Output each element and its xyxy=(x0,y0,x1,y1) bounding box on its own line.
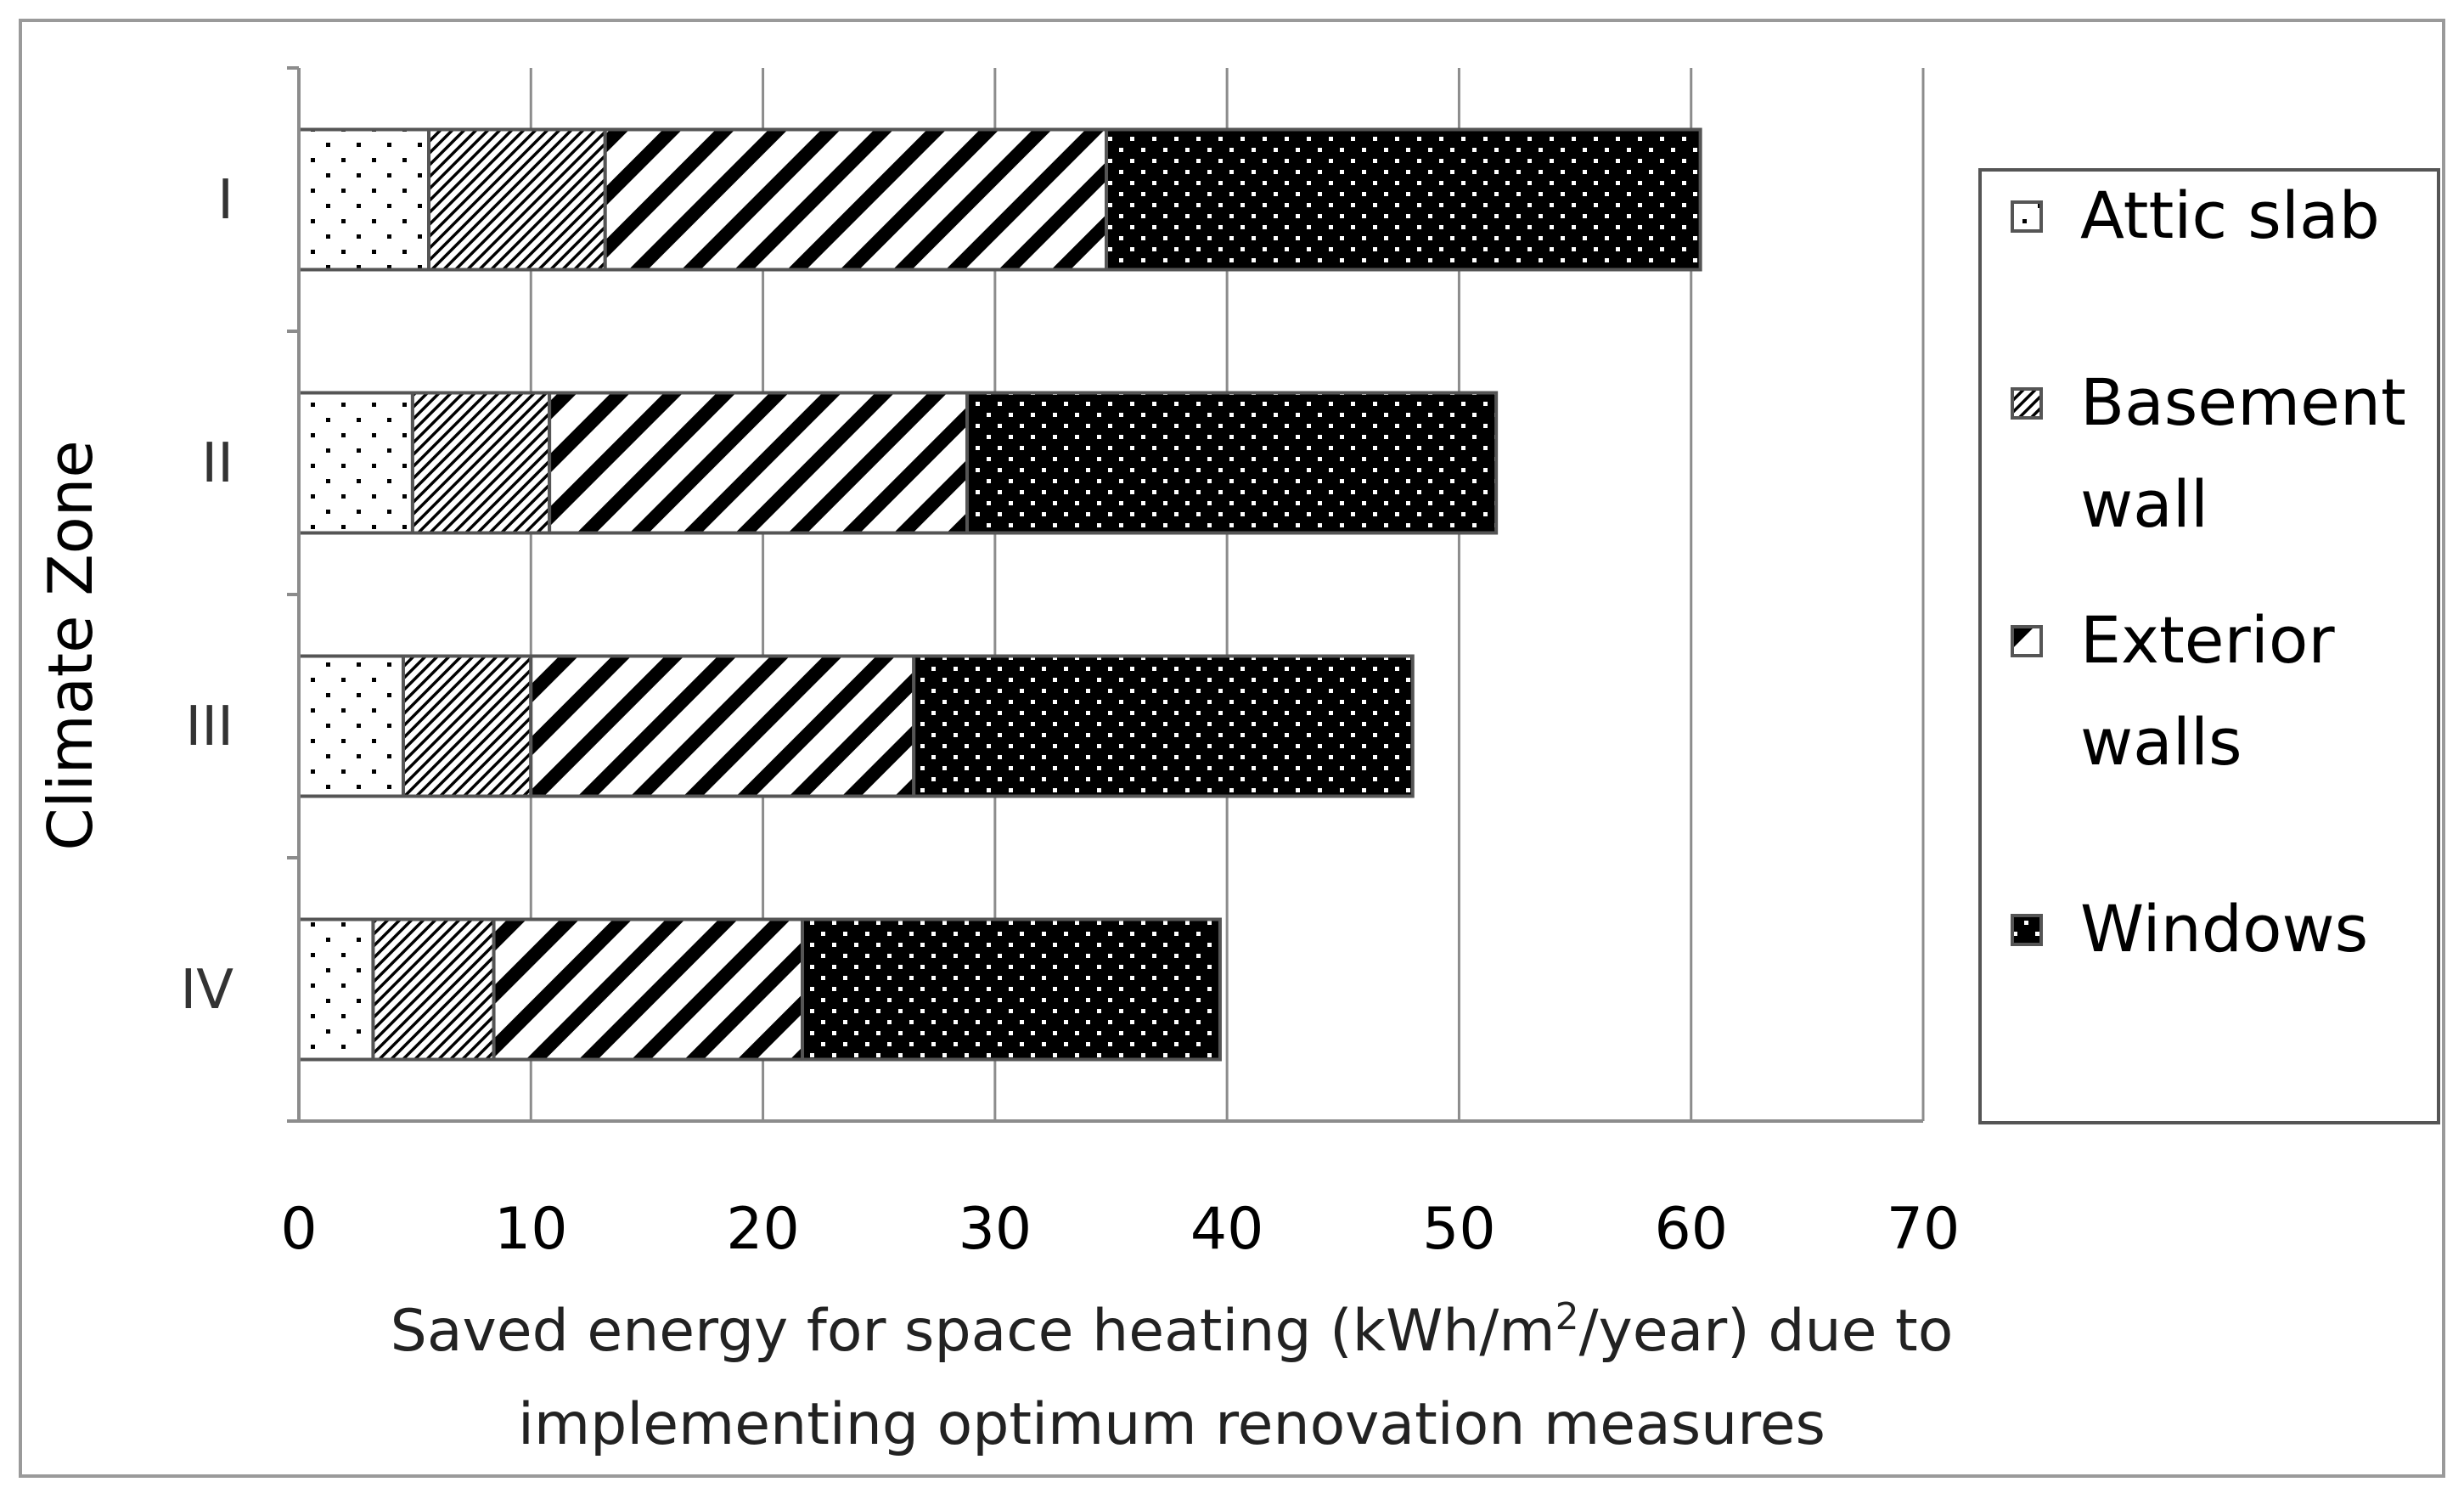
bar-IV-basement-wall xyxy=(371,917,496,1062)
bar-I-basement-wall xyxy=(427,127,607,272)
legend-label: Attic slab xyxy=(2080,178,2380,253)
x-tick-label: 30 xyxy=(959,1196,1032,1263)
bar-II-attic-slab xyxy=(297,391,414,535)
legend-swatch-attic-slab xyxy=(2011,200,2043,233)
legend-swatch-basement-wall xyxy=(2011,387,2043,420)
bar-I-windows xyxy=(1105,127,1702,272)
legend-label: Basement xyxy=(2080,364,2406,440)
legend-label: Exterior xyxy=(2080,602,2335,678)
y-category-label-IV: IV xyxy=(180,959,233,1022)
legend-swatch-exterior-walls xyxy=(2011,625,2043,657)
x-tick-labels: 0 10 20 30 40 50 60 70 xyxy=(280,1196,1960,1263)
bar-II-exterior-walls xyxy=(548,391,970,535)
bar-IV-exterior-walls xyxy=(492,917,805,1062)
legend-label: walls xyxy=(2080,704,2242,780)
x-tick-label: 50 xyxy=(1422,1196,1496,1263)
bar-II-basement-wall xyxy=(410,391,552,535)
x-tick-label: 10 xyxy=(494,1196,568,1263)
y-category-label-I: I xyxy=(217,169,233,232)
legend: Attic slab Basement wall Exterior walls Windo… xyxy=(1978,168,2440,1124)
x-tick-label: 70 xyxy=(1887,1196,1961,1263)
x-axis-title-line2: implementing optimum renovation measures xyxy=(518,1391,1825,1458)
bar-I-attic-slab xyxy=(297,127,431,272)
legend-box xyxy=(1978,168,2440,1124)
bar-I-exterior-walls xyxy=(603,127,1109,272)
y-category-label-III: III xyxy=(185,696,233,758)
legend-label: wall xyxy=(2080,466,2208,542)
x-tick-label: 20 xyxy=(726,1196,800,1263)
legend-swatch-windows xyxy=(2011,914,2043,946)
bar-IV-attic-slab xyxy=(297,917,375,1062)
bar-IV-windows xyxy=(801,917,1222,1062)
x-tick-label: 40 xyxy=(1190,1196,1264,1263)
bar-III-basement-wall xyxy=(401,654,533,798)
x-axis-title-pre: Saved energy for space heating (kWh/m xyxy=(391,1298,1555,1365)
x-axis-title-sup: 2 xyxy=(1555,1295,1579,1338)
bar-III-windows xyxy=(912,654,1415,798)
axes xyxy=(287,66,1923,1123)
bar-III-attic-slab xyxy=(297,654,405,798)
legend-label: Windows xyxy=(2080,891,2368,966)
x-axis-title-line1: Saved energy for space heating (kWh/m2/y… xyxy=(391,1295,1954,1366)
bars xyxy=(297,127,1702,1062)
y-category-label-II: II xyxy=(201,432,233,495)
y-axis-title: Climate Zone xyxy=(35,440,106,850)
x-tick-label: 0 xyxy=(280,1196,317,1263)
x-axis-title-post: /year) due to xyxy=(1579,1298,1954,1365)
x-tick-label: 60 xyxy=(1654,1196,1728,1263)
bar-III-exterior-walls xyxy=(529,654,916,798)
bar-II-windows xyxy=(965,391,1499,535)
